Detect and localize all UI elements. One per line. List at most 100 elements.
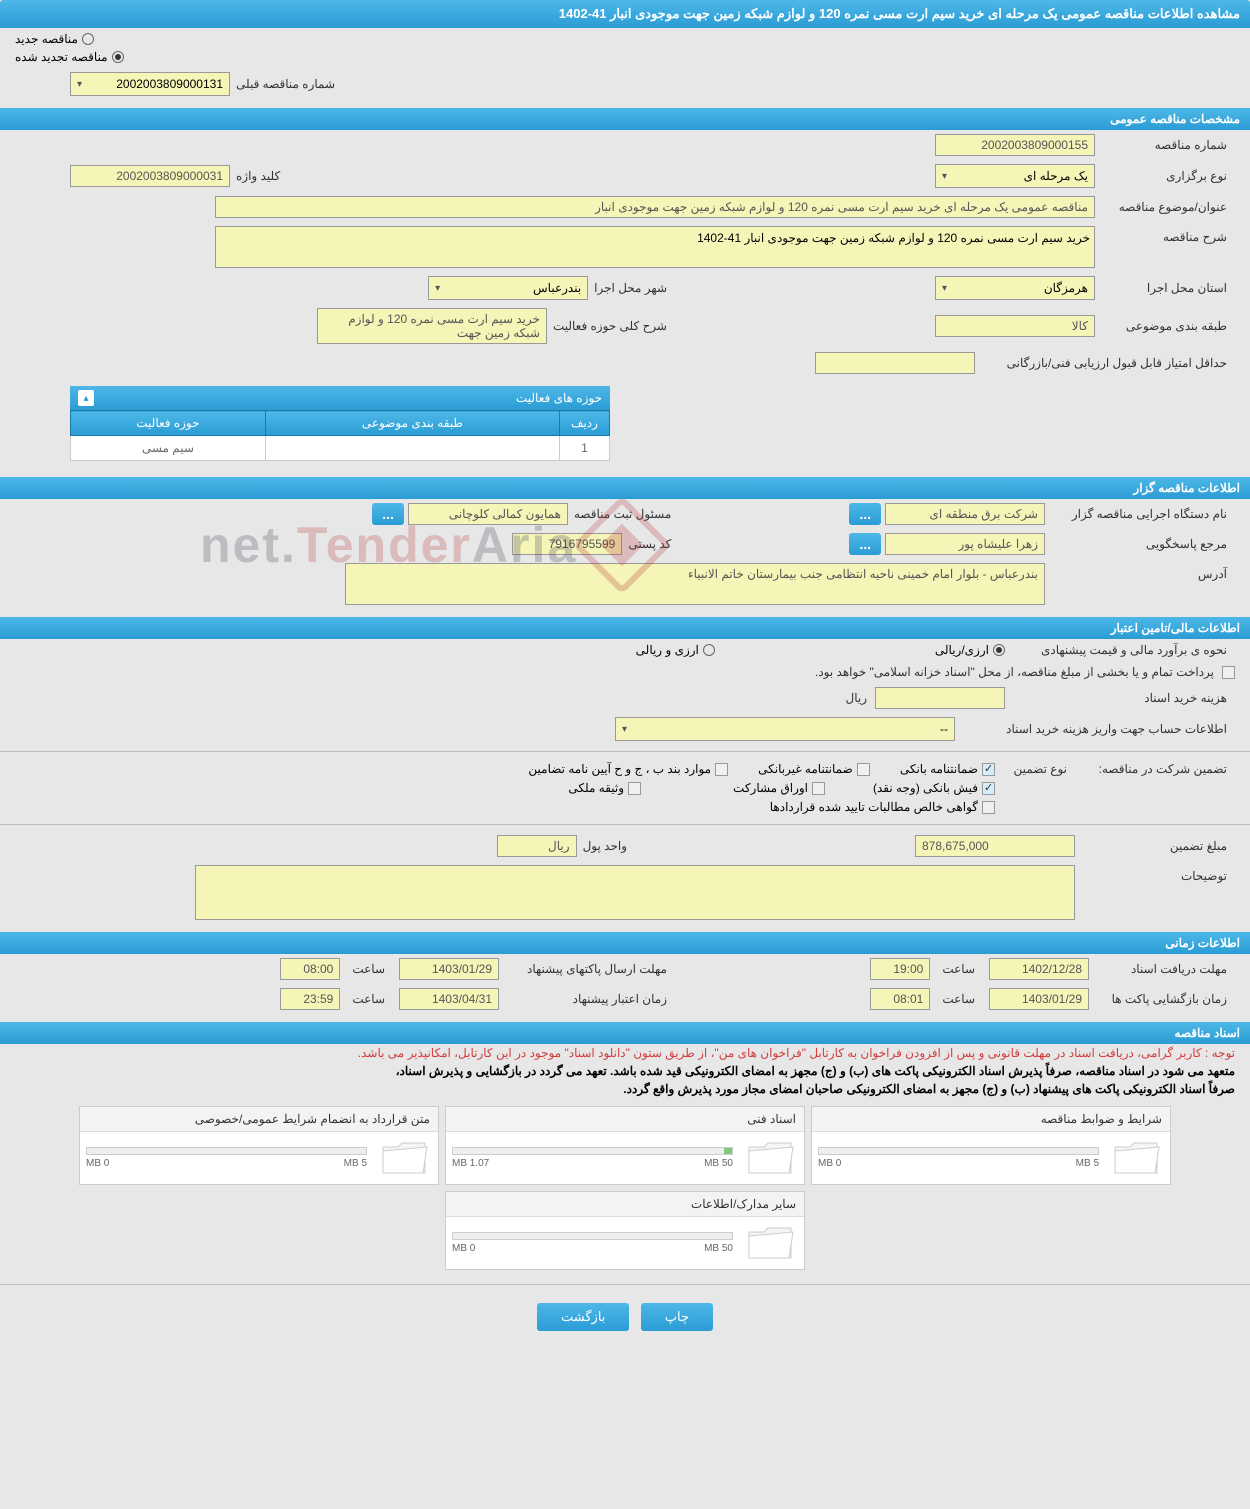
validity-time[interactable]: 23:59 xyxy=(280,988,340,1010)
radio-new-tender[interactable]: مناقصه جدید xyxy=(15,32,94,46)
receive-date[interactable]: 1402/12/28 xyxy=(989,958,1089,980)
chk-bank[interactable]: ضمانتنامه بانکی xyxy=(900,762,995,776)
responsible-field: همایون کمالی کلوچانی xyxy=(408,503,568,525)
payment-note: پرداخت تمام و یا بخشی از مبلغ مناقصه، از… xyxy=(809,665,1222,679)
city-label: شهر محل اجرا xyxy=(588,281,675,295)
radio-currency[interactable]: ارزی و ریالی xyxy=(636,643,715,657)
doc-card-contract[interactable]: متن قرارداد به انضمام شرایط عمومی/خصوصی … xyxy=(79,1106,439,1185)
account-select[interactable]: -- ▾ xyxy=(615,717,955,741)
doc-card-terms[interactable]: شرایط و ضوابط مناقصه 5 MB0 MB xyxy=(811,1106,1171,1185)
min-score-label: حداقل امتیاز قابل قبول ارزیابی فنی/بازرگ… xyxy=(975,356,1235,370)
activity-desc-field: خرید سیم ارت مسی نمره 120 و لوازم شبکه ز… xyxy=(317,308,547,344)
radio-renewed-tender[interactable]: مناقصه تجدید شده xyxy=(15,50,124,64)
open-label: زمان بازگشایی پاکت ها xyxy=(1095,992,1235,1006)
responsible-label: مسئول ثبت مناقصه xyxy=(568,507,679,521)
type-select[interactable]: یک مرحله ای ▾ xyxy=(935,164,1095,188)
desc-label: شرح مناقصه xyxy=(1095,226,1235,244)
table-row: 1 سیم مسی xyxy=(71,436,610,461)
submit-time-label: ساعت xyxy=(346,962,393,976)
contact-lookup-button[interactable]: ... xyxy=(849,533,881,555)
chk-securities[interactable]: اوراق مشارکت xyxy=(733,781,825,795)
receive-label: مهلت دریافت اسناد xyxy=(1095,962,1235,976)
currency-field: ریال xyxy=(497,835,577,857)
desc-field[interactable]: خرید سیم ارت مسی نمره 120 و لوازم شبکه ز… xyxy=(215,226,1095,268)
chk-cert[interactable]: گواهی خالص مطالبات تایید شده قراردادها xyxy=(770,800,995,814)
currency-label: واحد پول xyxy=(577,839,635,853)
address-label: آدرس xyxy=(1045,563,1235,581)
validity-date[interactable]: 1403/04/31 xyxy=(399,988,499,1010)
open-date[interactable]: 1403/01/29 xyxy=(989,988,1089,1010)
doc-card-other[interactable]: سایر مدارک/اطلاعات 50 MB0 MB xyxy=(445,1191,805,1270)
guarantee-type-label: نوع تضمین xyxy=(995,762,1075,776)
folder-icon xyxy=(1109,1138,1164,1178)
chevron-down-icon: ▾ xyxy=(622,724,627,735)
province-label: استان محل اجرا xyxy=(1095,281,1235,295)
min-score-field[interactable] xyxy=(815,352,975,374)
notice-black-1: متعهد می شود در اسناد مناقصه، صرفاً پذیر… xyxy=(0,1062,1250,1080)
activity-panel-title: حوزه های فعالیت xyxy=(516,391,602,405)
section-timing: اطلاعات زمانی xyxy=(0,932,1250,954)
guarantee-label: تضمین شرکت در مناقصه: xyxy=(1075,762,1235,776)
folder-icon xyxy=(743,1223,798,1263)
doc-cost-unit: ریال xyxy=(839,691,875,705)
back-button[interactable]: بازگشت xyxy=(537,1303,629,1331)
print-button[interactable]: چاپ xyxy=(641,1303,713,1331)
chevron-down-icon: ▾ xyxy=(942,171,947,182)
prev-tender-select[interactable]: 2002003809000131 ▾ xyxy=(70,72,230,96)
col-category: طبقه بندی موضوعی xyxy=(265,411,559,436)
postal-label: کد پستی xyxy=(622,537,679,551)
radio-renewed-label: مناقصه تجدید شده xyxy=(15,50,108,64)
keyword-field[interactable]: 2002003809000031 xyxy=(70,165,230,187)
account-label: اطلاعات حساب جهت واریز هزینه خرید اسناد xyxy=(955,722,1235,736)
chevron-down-icon: ▾ xyxy=(435,283,440,294)
org-field: شرکت برق منطقه ای xyxy=(885,503,1045,525)
open-time-label: ساعت xyxy=(936,992,983,1006)
city-select[interactable]: بندرعباس ▾ xyxy=(428,276,588,300)
category-label: طبقه بندی موضوعی xyxy=(1095,319,1235,333)
responsible-lookup-button[interactable]: ... xyxy=(372,503,404,525)
open-time[interactable]: 08:01 xyxy=(870,988,930,1010)
doc-cost-label: هزینه خرید اسناد xyxy=(1005,691,1235,705)
activity-panel: حوزه های فعالیت ▴ ردیف طبقه بندی موضوعی … xyxy=(70,386,610,461)
submit-time[interactable]: 08:00 xyxy=(280,958,340,980)
org-lookup-button[interactable]: ... xyxy=(849,503,881,525)
keyword-label: کلید واژه xyxy=(230,169,288,183)
radio-new-label: مناقصه جدید xyxy=(15,32,78,46)
col-row: ردیف xyxy=(560,411,610,436)
prev-tender-label: شماره مناقصه قبلی xyxy=(230,77,343,91)
contact-field: زهرا علیشاه پور xyxy=(885,533,1045,555)
address-field[interactable]: بندرعباس - بلوار امام خمینی ناحیه انتظام… xyxy=(345,563,1045,605)
page-title: مشاهده اطلاعات مناقصه عمومی یک مرحله ای … xyxy=(0,0,1250,28)
postal-field[interactable]: 7916795599 xyxy=(512,533,622,555)
notice-red: توجه : کاربر گرامی، دریافت اسناد در مهلت… xyxy=(0,1044,1250,1062)
validity-time-label: ساعت xyxy=(346,992,393,1006)
chk-items[interactable]: موارد بند ب ، ج و ح آیین نامه تضامین xyxy=(528,762,728,776)
amount-field[interactable]: 878,675,000 xyxy=(915,835,1075,857)
chk-nonbank[interactable]: ضمانتنامه غیربانکی xyxy=(758,762,870,776)
receive-time[interactable]: 19:00 xyxy=(870,958,930,980)
category-field: کالا xyxy=(935,315,1095,337)
folder-icon xyxy=(377,1138,432,1178)
chk-cash[interactable]: فیش بانکی (وجه نقد) xyxy=(873,781,995,795)
payment-checkbox[interactable] xyxy=(1222,666,1235,679)
activity-desc-label: شرح کلی حوزه فعالیت xyxy=(547,319,675,333)
province-select[interactable]: هرمزگان ▾ xyxy=(935,276,1095,300)
section-documents: اسناد مناقصه xyxy=(0,1022,1250,1044)
submit-label: مهلت ارسال پاکتهای پیشنهاد xyxy=(505,962,675,976)
estimate-label: نحوه ی برآورد مالی و قیمت پیشنهادی xyxy=(1005,643,1235,657)
doc-cost-field[interactable] xyxy=(875,687,1005,709)
subject-label: عنوان/موضوع مناقصه xyxy=(1095,200,1235,214)
submit-date[interactable]: 1403/01/29 xyxy=(399,958,499,980)
radio-rial[interactable]: ارزی/ریالی xyxy=(935,643,1005,657)
section-organizer: اطلاعات مناقصه گزار xyxy=(0,477,1250,499)
notes-label: توضیحات xyxy=(1075,865,1235,883)
collapse-icon[interactable]: ▴ xyxy=(78,390,94,406)
chevron-down-icon: ▾ xyxy=(942,283,947,294)
section-financial: اطلاعات مالی/تامین اعتبار xyxy=(0,617,1250,639)
notes-field[interactable] xyxy=(195,865,1075,920)
contact-label: مرجع پاسخگویی xyxy=(1045,537,1235,551)
subject-field[interactable]: مناقصه عمومی یک مرحله ای خرید سیم ارت مس… xyxy=(215,196,1095,218)
col-activity: حوزه فعالیت xyxy=(71,411,266,436)
chk-property[interactable]: وثیقه ملکی xyxy=(568,781,641,795)
doc-card-technical[interactable]: اسناد فنی 50 MB1.07 MB xyxy=(445,1106,805,1185)
